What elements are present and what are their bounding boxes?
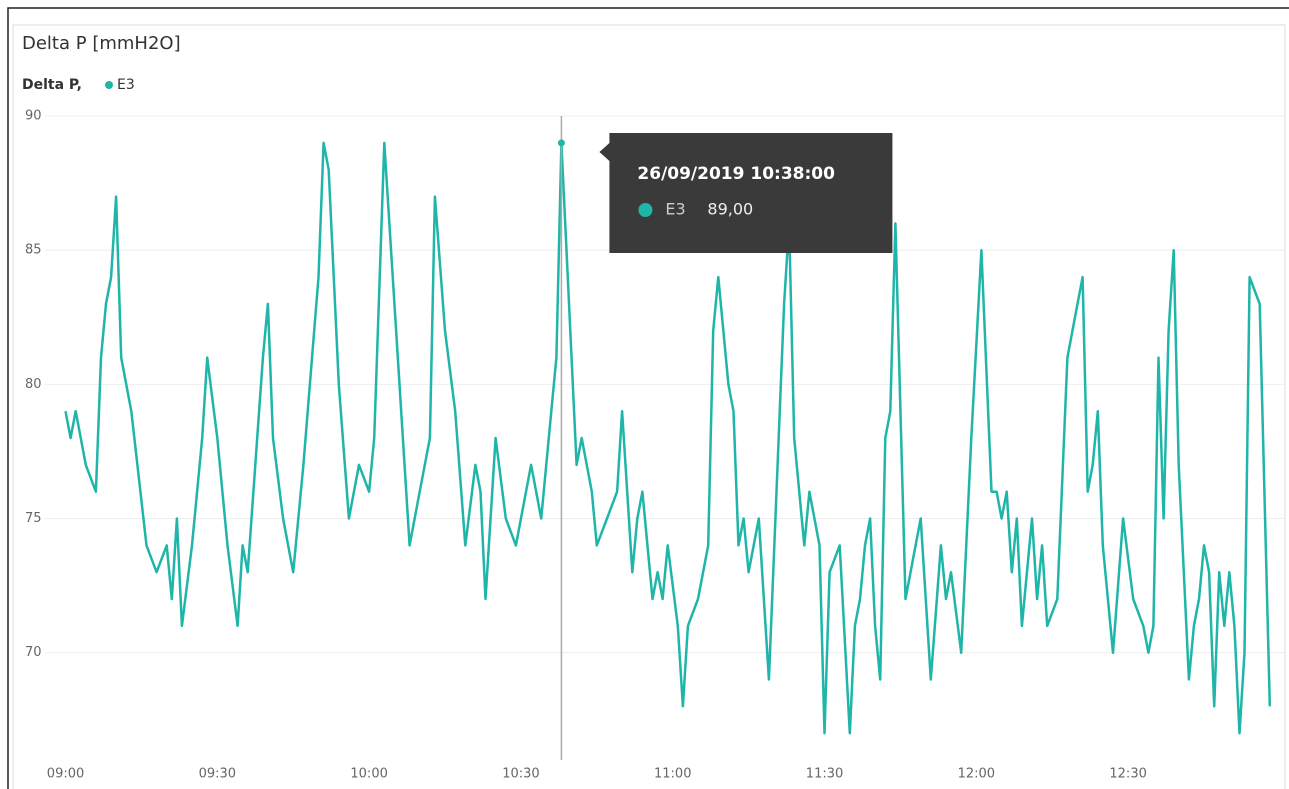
tooltip-series: E3 [665,200,685,219]
y-tick-label: 70 [25,645,42,660]
frame [7,7,1289,789]
y-tick-label: 80 [25,377,42,392]
x-tick-label: 10:30 [502,767,539,782]
legend-label: E3 [117,77,135,93]
x-tick-label: 11:00 [654,767,691,782]
chart-title: Delta P [mmH2O] [22,33,181,54]
tooltip-marker [638,203,653,217]
data-line [64,141,1272,735]
y-tick-label: 90 [25,109,42,124]
legend-title: Delta P, [22,77,82,93]
y-tick-label: 75 [25,511,42,526]
x-tick-label: 09:00 [47,767,84,782]
tooltip-title: 26/09/2019 10:38:00 [637,164,835,184]
visual-border [12,24,1286,789]
tooltip-box [599,133,893,253]
x-tick-label: 11:30 [806,767,843,782]
hover-point [557,139,565,147]
x-tick-label: 09:30 [199,767,236,782]
legend-marker [105,81,113,89]
x-tick-label: 10:00 [350,767,387,782]
x-tick-label: 12:30 [1109,767,1146,782]
x-tick-label: 12:00 [958,767,995,782]
y-tick-label: 85 [25,243,42,258]
tooltip-value: 89,00 [707,200,753,219]
